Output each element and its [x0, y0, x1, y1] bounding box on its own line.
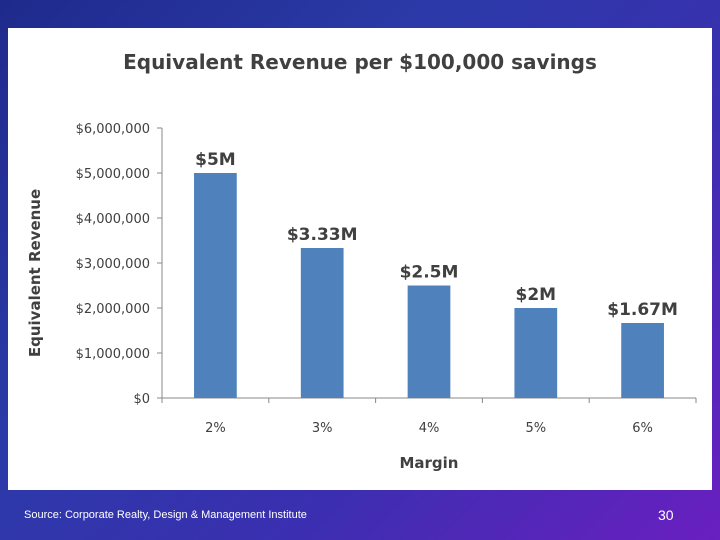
data-label: $3.33M [287, 225, 358, 245]
bar-5pct [514, 308, 558, 398]
bar-3pct [300, 248, 344, 398]
data-label: $1.67M [607, 300, 678, 320]
x-tick-label: 5% [525, 421, 546, 436]
y-tick-label: $2,000,000 [76, 302, 150, 317]
revenue-bar-chart: Equivalent Revenue per $100,000 savings … [26, 50, 697, 472]
chart-title: Equivalent Revenue per $100,000 savings [123, 50, 597, 74]
bar-6pct [621, 323, 664, 398]
slide-number: 30 [658, 507, 674, 523]
x-axis-title: Margin [399, 454, 458, 472]
y-axis-title: Equivalent Revenue [26, 189, 44, 357]
chart-panel: Equivalent Revenue per $100,000 savings … [8, 28, 712, 490]
data-label: $2M [516, 285, 557, 305]
y-tick-label: $0 [133, 392, 150, 407]
x-tick-label: 3% [312, 421, 333, 436]
x-tick-label: 4% [419, 421, 440, 436]
y-tick-label: $3,000,000 [76, 257, 150, 272]
bar-2pct [194, 173, 237, 398]
data-label: $5M [195, 150, 236, 170]
source-note: Source: Corporate Realty, Design & Manag… [24, 509, 307, 521]
y-tick-label: $1,000,000 [76, 347, 150, 362]
y-tick-label: $4,000,000 [76, 212, 150, 227]
bar-4pct [407, 285, 451, 398]
y-tick-label: $6,000,000 [76, 122, 150, 137]
x-tick-label: 2% [205, 421, 226, 436]
y-tick-label: $5,000,000 [76, 167, 150, 182]
x-tick-label: 6% [632, 421, 653, 436]
plot-area: $0 $1,000,000 $2,000,000 $3,000,000 $4,000,0… [76, 122, 697, 436]
data-label: $2.5M [400, 263, 459, 283]
